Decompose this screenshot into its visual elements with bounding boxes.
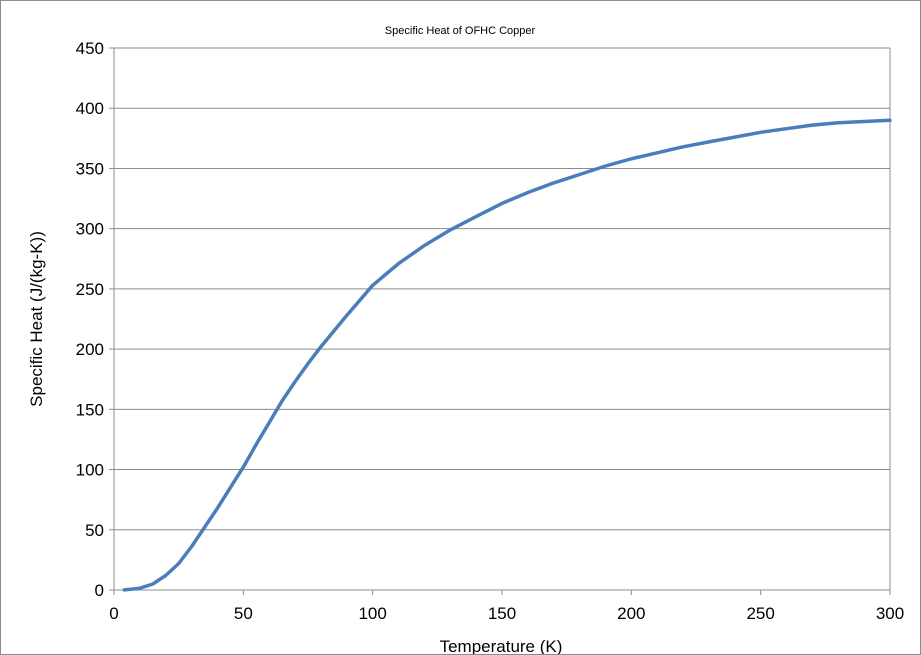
y-tick-label: 300 xyxy=(76,220,104,239)
y-tick-label: 250 xyxy=(76,280,104,299)
y-axis-title: Specific Heat (J/(kg-K)) xyxy=(27,231,46,407)
x-tick-label: 0 xyxy=(109,604,118,623)
x-tick-label: 50 xyxy=(234,604,253,623)
y-tick-label: 450 xyxy=(76,39,104,58)
x-tick-label: 100 xyxy=(358,604,386,623)
y-tick-label: 350 xyxy=(76,159,104,178)
y-tick-label: 0 xyxy=(95,581,104,600)
y-tick-label: 150 xyxy=(76,400,104,419)
series-layer xyxy=(124,120,890,590)
chart-title: Specific Heat of OFHC Copper xyxy=(385,25,536,37)
y-tick-label: 400 xyxy=(76,99,104,118)
x-tick-label: 250 xyxy=(746,604,774,623)
x-tick-label: 300 xyxy=(876,604,904,623)
y-tick-label: 200 xyxy=(76,340,104,359)
series-line xyxy=(124,120,890,590)
x-tick-label: 150 xyxy=(488,604,516,623)
x-tick-label: 200 xyxy=(617,604,645,623)
x-axis-title: Temperature (K) xyxy=(440,637,563,654)
y-tick-label: 100 xyxy=(76,461,104,480)
y-tick-label: 50 xyxy=(85,521,104,540)
